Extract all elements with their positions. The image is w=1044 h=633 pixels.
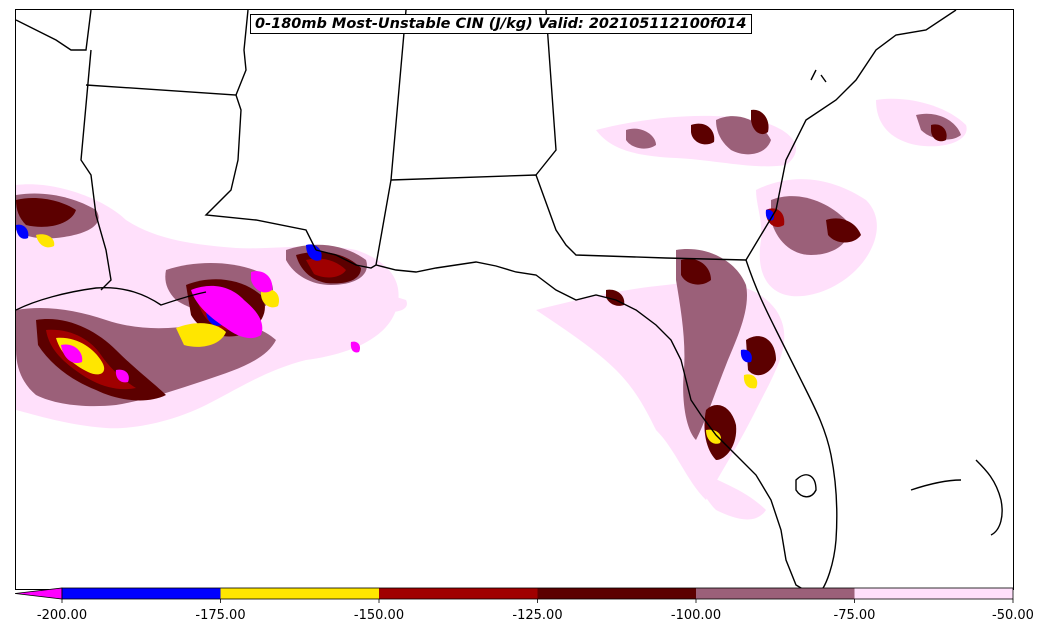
map-panel bbox=[15, 9, 1014, 590]
colorbar-extend-triangle bbox=[15, 587, 63, 600]
colorbar-tick-label: -125.00 bbox=[512, 608, 563, 623]
colorbar-bin bbox=[854, 588, 1013, 599]
colorbar-tick-label: -150.00 bbox=[353, 608, 405, 623]
colorbar-bin bbox=[62, 588, 221, 599]
cin-shading-magenta bbox=[61, 271, 361, 383]
cin-shading-light bbox=[16, 98, 967, 520]
colorbar-tick-label: -175.00 bbox=[195, 608, 246, 623]
colorbar-tick-label: -200.00 bbox=[36, 608, 88, 623]
colorbar-tick-label: -50.00 bbox=[992, 608, 1034, 623]
colorbar-tick-label: -100.00 bbox=[670, 608, 722, 623]
colorbar-bin bbox=[220, 588, 379, 599]
colorbar-bin bbox=[696, 588, 855, 599]
colorbar-tick-label: -75.00 bbox=[833, 608, 876, 623]
map-title: 0-180mb Most-Unstable CIN (J/kg) Valid: … bbox=[250, 14, 752, 34]
colorbar-bin bbox=[537, 588, 696, 599]
coastline-and-borders bbox=[16, 10, 1003, 589]
map-canvas bbox=[16, 10, 1003, 589]
colorbar-bin bbox=[379, 588, 538, 599]
colorbar bbox=[15, 587, 1014, 603]
